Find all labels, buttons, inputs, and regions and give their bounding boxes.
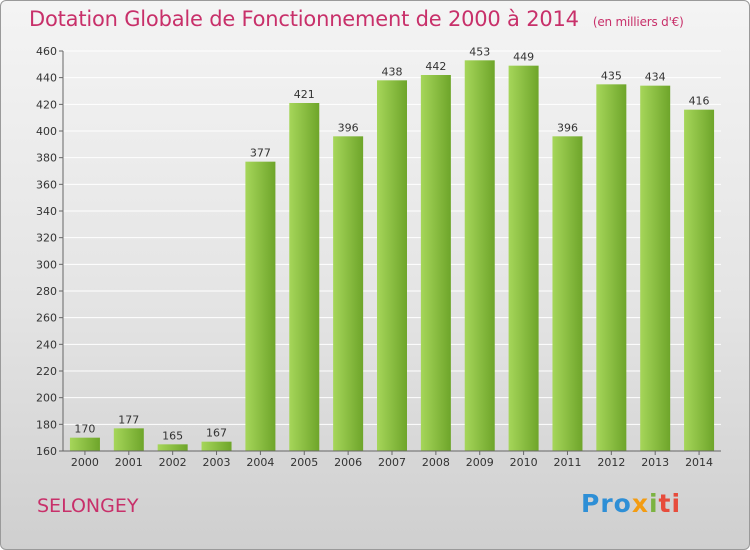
y-tick-label: 400 [36,125,57,138]
commune-name: SELONGEY [37,495,139,517]
value-label-2011: 396 [557,121,578,134]
proxiti-logo[interactable]: Proxiti [581,489,682,518]
value-label-2014: 416 [689,95,710,108]
y-tick-label: 340 [36,205,57,218]
bar-2013 [640,85,671,452]
x-axis: 2000 2001 2002 2003 2004 2005 2006 2007 2008 2009… [63,450,721,469]
value-label-2002: 165 [162,429,183,442]
value-label-2001: 177 [118,413,139,426]
x-tick-label: 2001 [115,456,143,469]
chart-title: Dotation Globale de Fonctionnement de 20… [29,7,684,31]
bar-2005 [289,103,320,451]
value-label-2007: 438 [382,65,403,78]
value-label-2005: 421 [294,88,315,101]
value-label-2009: 453 [469,45,490,58]
y-tick-label: 320 [36,232,57,245]
y-tick-label: 460 [36,45,57,58]
y-tick-label: 160 [36,445,57,458]
y-tick-label: 360 [36,178,57,191]
bar-2012 [596,84,627,451]
x-tick-label: 2000 [71,456,99,469]
value-label-2006: 396 [338,121,359,134]
y-tick-label: 180 [36,418,57,431]
y-tick-label: 220 [36,365,57,378]
bar-2000 [69,437,100,451]
x-tick-label: 2003 [203,456,231,469]
x-tick-label: 2006 [334,456,362,469]
y-axis: 160 180 200 220 240 260 280 300 320 340 360 380 400 4… [36,45,64,458]
value-label-2004: 377 [250,147,271,160]
x-tick-label: 2012 [597,456,625,469]
x-tick-label: 2014 [685,456,713,469]
chart-title-text: Dotation Globale de Fonctionnement de 20… [29,7,579,31]
bar-2004 [245,161,276,451]
bar-2003 [201,441,232,451]
y-tick-label: 440 [36,72,57,85]
x-tick-label: 2007 [378,456,406,469]
y-tick-label: 240 [36,338,57,351]
bar-2006 [333,136,364,452]
value-label-2003: 167 [206,427,227,440]
value-labels: 170 177 165 167 377 421 396 438 442 453 449 396 435 4… [74,45,709,442]
chart-unit: (en milliers d'€) [592,15,684,29]
bar-2002 [157,444,188,451]
x-tick-label: 2004 [246,456,274,469]
bar-2009 [464,60,495,451]
y-tick-label: 280 [36,285,57,298]
y-tick-label: 260 [36,312,57,325]
y-tick-label: 380 [36,152,57,165]
y-tick-label: 420 [36,98,57,111]
x-tick-label: 2002 [159,456,187,469]
value-label-2008: 442 [425,60,446,73]
value-label-2013: 434 [645,71,666,84]
bar-2011 [552,136,583,452]
bar-2001 [113,428,144,451]
y-tick-label: 200 [36,392,57,405]
bars [69,60,715,452]
x-tick-label: 2008 [422,456,450,469]
bar-2014 [684,109,715,452]
x-tick-label: 2005 [290,456,318,469]
bar-2007 [377,80,407,451]
x-tick-label: 2009 [466,456,494,469]
y-tick-label: 300 [36,258,57,271]
bar-2010 [508,65,539,452]
value-label-2012: 435 [601,69,622,82]
value-label-2010: 449 [513,51,534,64]
bar-2008 [420,75,451,451]
x-tick-label: 2010 [510,456,538,469]
x-tick-label: 2013 [641,456,669,469]
value-label-2000: 170 [74,423,95,436]
x-tick-label: 2011 [553,456,581,469]
